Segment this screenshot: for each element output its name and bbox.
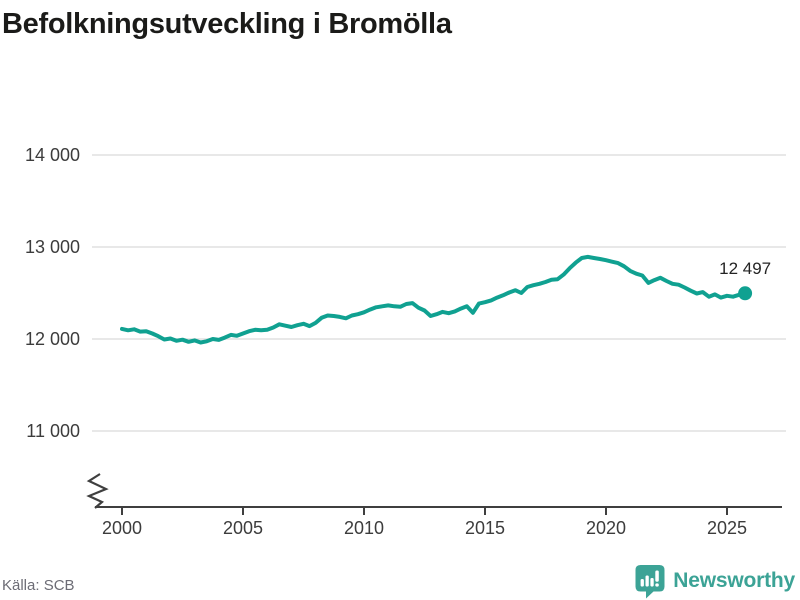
x-axis-label: 2005 — [222, 518, 264, 538]
x-axis-label: 2020 — [585, 518, 627, 538]
newsworthy-icon — [635, 564, 665, 598]
logo-exclamation-bar — [655, 570, 660, 582]
x-axis-label: 2025 — [706, 518, 748, 538]
data-point-label: 12 497 — [719, 259, 772, 279]
logo-exclamation-dot — [655, 582, 660, 587]
population-line — [120, 254, 748, 345]
x-axis-label: 2000 — [101, 518, 143, 538]
x-axis-label: 2015 — [464, 518, 506, 538]
chart-title: Befolkningsutveckling i Bromölla — [2, 8, 452, 40]
y-axis-label: 12 000 — [24, 329, 80, 349]
logo-bar-2 — [645, 575, 650, 586]
y-axis-label: 14 000 — [24, 145, 80, 165]
y-axis-label: 11 000 — [26, 421, 80, 441]
logo-bar-1 — [640, 578, 645, 586]
newsworthy-logo[interactable]: Newsworthy — [634, 562, 795, 600]
logo-bar-3 — [650, 577, 654, 586]
axis-break-icon — [86, 473, 109, 509]
source-note: Källa: SCB — [2, 577, 75, 594]
newsworthy-wordmark: Newsworthy — [673, 569, 795, 592]
end-point-dot — [738, 286, 753, 301]
y-axis-label: 13 000 — [24, 237, 80, 257]
x-axis-label: 2010 — [343, 518, 385, 538]
